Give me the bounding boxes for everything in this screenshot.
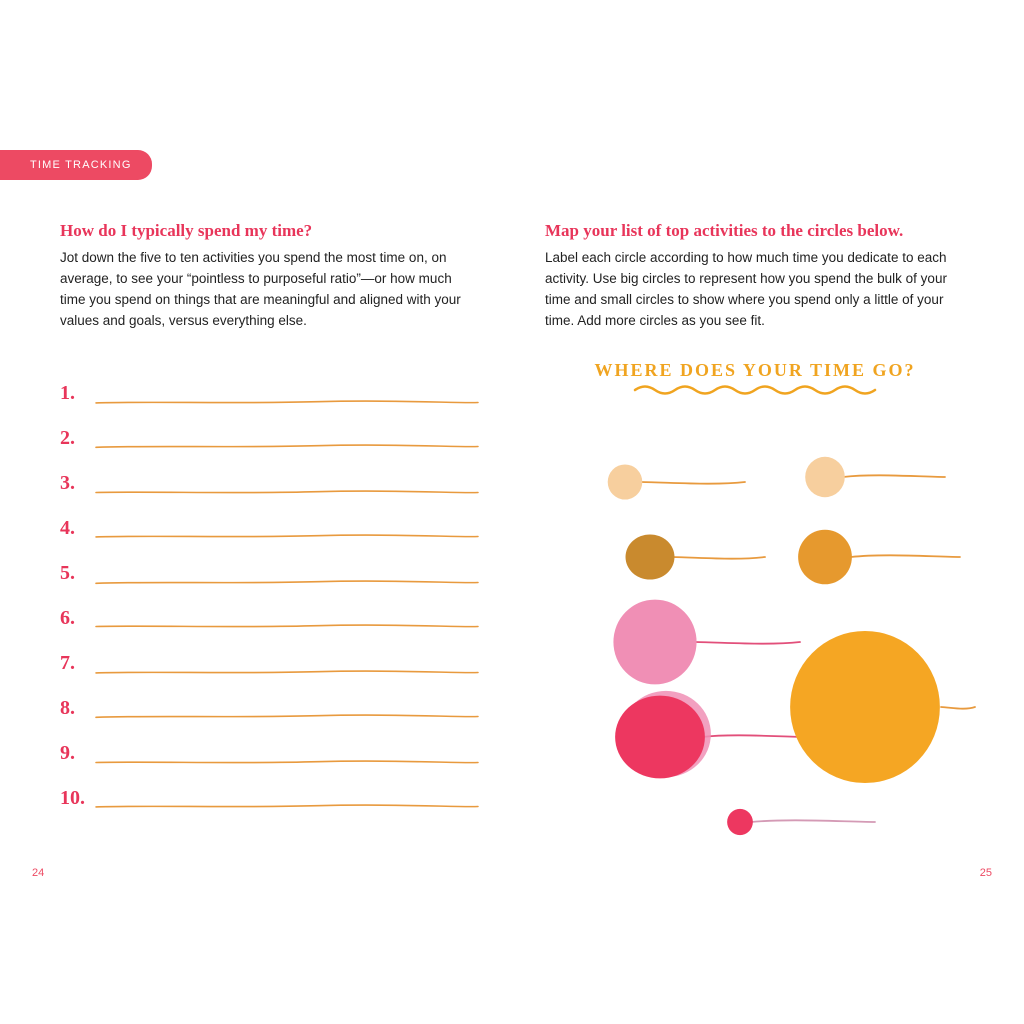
left-body: Jot down the five to ten activities you … bbox=[60, 248, 480, 332]
list-line bbox=[94, 573, 480, 587]
left-page: How do I typically spend my time? Jot do… bbox=[60, 220, 480, 812]
list-number: 1. bbox=[60, 382, 94, 407]
list-item[interactable]: 7. bbox=[60, 632, 480, 677]
page-number-left: 24 bbox=[32, 867, 44, 879]
time-circle[interactable] bbox=[613, 599, 696, 684]
time-circle[interactable] bbox=[790, 631, 940, 783]
list-line bbox=[94, 753, 480, 767]
circle-connector bbox=[751, 820, 875, 822]
list-item[interactable]: 3. bbox=[60, 452, 480, 497]
time-circle[interactable] bbox=[798, 529, 852, 584]
list-item[interactable]: 9. bbox=[60, 722, 480, 767]
circles-svg bbox=[545, 407, 985, 847]
list-item[interactable]: 4. bbox=[60, 497, 480, 542]
list-item[interactable]: 2. bbox=[60, 407, 480, 452]
section-tab-label: TIME TRACKING bbox=[30, 159, 132, 171]
list-number: 7. bbox=[60, 652, 94, 677]
list-line bbox=[94, 483, 480, 497]
list-line bbox=[94, 528, 480, 542]
left-heading: How do I typically spend my time? bbox=[60, 220, 480, 242]
list-item[interactable]: 8. bbox=[60, 677, 480, 722]
circle-connector bbox=[702, 735, 805, 737]
list-line bbox=[94, 663, 480, 677]
circle-connector bbox=[695, 642, 800, 644]
list-number: 4. bbox=[60, 517, 94, 542]
circle-connector bbox=[843, 475, 945, 477]
right-page: Map your list of top activities to the c… bbox=[545, 220, 965, 827]
list-number: 10. bbox=[60, 787, 94, 812]
circle-connector bbox=[641, 482, 745, 484]
time-circle[interactable] bbox=[626, 534, 675, 579]
list-number: 6. bbox=[60, 607, 94, 632]
where-title: WHERE DOES YOUR TIME GO? bbox=[545, 360, 965, 381]
circle-connector bbox=[851, 555, 960, 557]
list-number: 2. bbox=[60, 427, 94, 452]
list-line bbox=[94, 393, 480, 407]
time-circle[interactable] bbox=[805, 457, 845, 497]
where-title-underline bbox=[545, 381, 965, 399]
list-number: 8. bbox=[60, 697, 94, 722]
right-body: Label each circle according to how much … bbox=[545, 248, 965, 332]
list-number: 9. bbox=[60, 742, 94, 767]
list-item[interactable]: 1. bbox=[60, 362, 480, 407]
time-circle[interactable] bbox=[727, 809, 753, 835]
page-number-right: 25 bbox=[980, 867, 992, 879]
list-line bbox=[94, 618, 480, 632]
list-line bbox=[94, 708, 480, 722]
circle-connector bbox=[941, 707, 975, 709]
section-tab: TIME TRACKING bbox=[0, 150, 152, 180]
list-line bbox=[94, 438, 480, 452]
list-number: 5. bbox=[60, 562, 94, 587]
time-circle[interactable] bbox=[608, 464, 643, 499]
list-line bbox=[94, 798, 480, 812]
list-item[interactable]: 6. bbox=[60, 587, 480, 632]
list-item[interactable]: 10. bbox=[60, 767, 480, 812]
workbook-spread: TIME TRACKING How do I typically spend m… bbox=[0, 0, 1024, 1024]
time-circle[interactable] bbox=[615, 695, 705, 778]
list-item[interactable]: 5. bbox=[60, 542, 480, 587]
circles-diagram bbox=[545, 407, 965, 827]
activity-list: 1. 2. 3. 4. 5. 6. 7. 8. 9. 10. bbox=[60, 362, 480, 812]
list-number: 3. bbox=[60, 472, 94, 497]
right-heading: Map your list of top activities to the c… bbox=[545, 220, 965, 242]
circle-connector bbox=[672, 557, 765, 559]
